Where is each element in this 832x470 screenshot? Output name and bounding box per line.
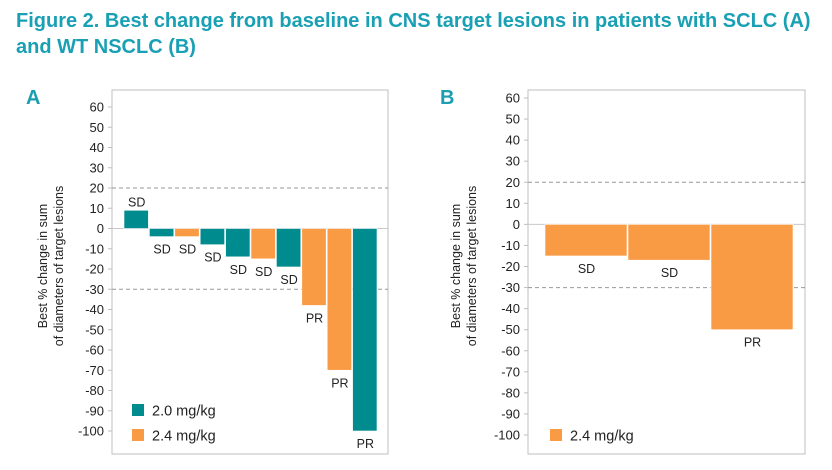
panel-a-y-axis-label-line2: of diameters of target lesions [52, 186, 66, 347]
panel-b-y-tick-label: 40 [506, 133, 520, 148]
panel-b-bar [627, 224, 711, 261]
panel-b-y-tick-label: -90 [501, 406, 520, 421]
panel-a-y-axis-label: Best % change in sum [36, 204, 50, 328]
panel-a-bar [149, 228, 175, 237]
panel-b-y-tick-label: 20 [506, 175, 520, 190]
panel-b-y-tick-label: -20 [501, 259, 520, 274]
panel-a-y-tick-label: -40 [85, 302, 104, 317]
panel-b-bar [544, 224, 628, 257]
panel-b-y-tick-label: 30 [506, 154, 520, 169]
panel-a-bar-label: SD [204, 251, 221, 265]
panel-a-y-tick-label: 20 [90, 181, 104, 196]
panel-a-bar [123, 209, 149, 229]
panel-a-bar-label: SD [179, 243, 196, 257]
panel-b-legend-label: 2.4 mg/kg [570, 429, 634, 445]
panel-a-y-tick-label: -50 [85, 322, 104, 337]
panel-b-y-axis-label-line2: of diameters of target lesions [465, 186, 479, 347]
panel-a-letter: A [26, 87, 41, 109]
panel-b-y-tick-label: 60 [506, 91, 520, 106]
panel-b-y-tick-label: -10 [501, 238, 520, 253]
panel-a-y-tick-label: -60 [85, 343, 104, 358]
panel-a-y-tick-label: -90 [85, 403, 104, 418]
panel-b-bar-label: PR [744, 336, 761, 350]
panel-b-y-tick-label: -70 [501, 364, 520, 379]
panel-a-bar-label: SD [255, 265, 272, 279]
panel-a-y-tick-label: -30 [85, 282, 104, 297]
panel-b-y-tick-label: 50 [506, 112, 520, 127]
panel-a-bar [301, 228, 327, 306]
panel-a-y-tick-label: 10 [90, 201, 104, 216]
panel-a-bar [225, 228, 251, 258]
panel-a-bar [250, 228, 276, 260]
panel-b-y-tick-label: -40 [501, 301, 520, 316]
panel-a-y-tick-label: -80 [85, 383, 104, 398]
panel-a-y-tick-label: 0 [97, 221, 104, 236]
panel-a-bar-label: SD [280, 273, 297, 287]
panel-a-bar [199, 228, 225, 246]
panel-a-bar-label: SD [230, 263, 247, 277]
panel-a-y-tick-label: -20 [85, 262, 104, 277]
panel-a-y-tick-label: -70 [85, 363, 104, 378]
panel-b-y-tick-label: 0 [513, 217, 520, 232]
panel-b-y-tick-label: 10 [506, 196, 520, 211]
panel-a-bar-label: PR [357, 437, 374, 451]
panel-b-y-tick-label: -100 [494, 428, 520, 443]
panel-b-plot-frame [527, 89, 806, 455]
panel-b-bar-label: SD [661, 266, 678, 280]
panel-a-y-tick-label: 60 [90, 100, 104, 115]
panel-a-legend-label: 2.0 mg/kg [152, 404, 216, 420]
panel-a-bar-label: PR [331, 376, 348, 390]
panel-a-y-tick-label: 30 [90, 160, 104, 175]
panel-b-y-tick-label: -30 [501, 280, 520, 295]
panel-b-bar [710, 224, 794, 330]
figure-title: Figure 2. Best change from baseline in C… [16, 10, 811, 58]
panel-b-bar-label: SD [578, 262, 595, 276]
panel-b-y-axis-label: Best % change in sum [449, 204, 463, 328]
panel-a-y-tick-label: -10 [85, 241, 104, 256]
panel-a-bar [326, 228, 352, 371]
panel-b-y-tick-label: -80 [501, 385, 520, 400]
panel-a-y-tick-label: 50 [90, 120, 104, 135]
panel-a-bar-label: SD [153, 243, 170, 257]
panel-b-legend-swatch [550, 429, 562, 441]
panel-a-y-tick-label: 40 [90, 140, 104, 155]
panel-a-plot-frame [111, 89, 389, 455]
panel-b-y-tick-label: -50 [501, 322, 520, 337]
panel-a-bar-label: SD [128, 195, 145, 209]
panel-a-bar [352, 228, 378, 432]
panel-a-legend-swatch [132, 404, 144, 416]
panel-a-bar [174, 228, 200, 237]
panel-a-bar-label: PR [306, 311, 323, 325]
panel-a-legend-swatch [132, 429, 144, 441]
panel-b-y-tick-label: -60 [501, 343, 520, 358]
panel-a-legend-label: 2.4 mg/kg [152, 429, 216, 445]
panel-b-letter: B [440, 87, 455, 109]
panel-a-y-tick-label: -100 [78, 424, 104, 439]
panel-a-bar [276, 228, 302, 268]
